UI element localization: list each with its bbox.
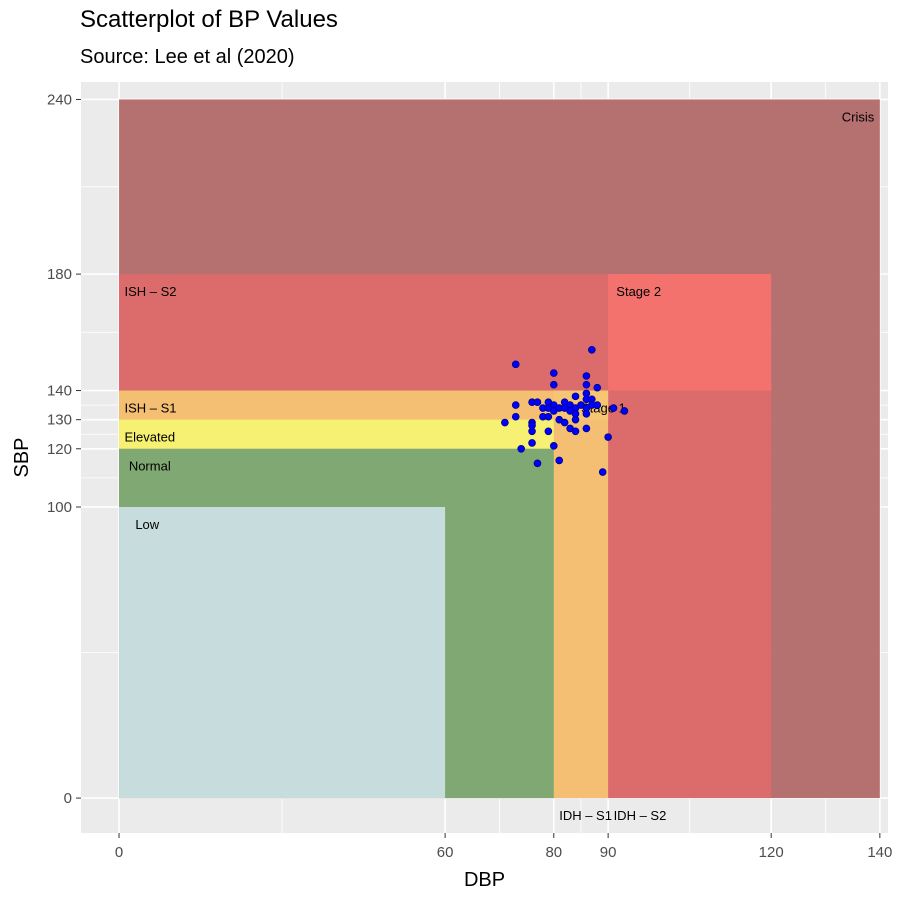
- data-point: [549, 442, 558, 450]
- data-point: [549, 369, 558, 377]
- data-point: [533, 398, 542, 406]
- region-low: [119, 506, 446, 799]
- data-point: [593, 401, 602, 409]
- y-axis-label: SBP: [11, 437, 33, 477]
- region-label-stage-2: Stage 2: [616, 284, 661, 299]
- data-point: [582, 424, 591, 433]
- data-point: [511, 401, 520, 409]
- data-point: [598, 468, 607, 476]
- y-tick-label: 100: [47, 499, 72, 516]
- region-label-ish-s1: ISH – S1: [124, 401, 176, 416]
- data-points: [501, 345, 629, 476]
- region-label-crisis: Crisis: [842, 109, 875, 124]
- x-tick-label: 80: [545, 844, 562, 861]
- y-tick-label: 140: [47, 383, 72, 400]
- data-point: [511, 360, 520, 369]
- region-stage-2: [608, 274, 772, 391]
- region-label-idh-s1: IDH – S1: [559, 808, 612, 823]
- region-label-low: Low: [135, 517, 159, 532]
- data-point: [571, 427, 580, 436]
- region-label-idh-s2: IDH – S2: [614, 808, 667, 823]
- x-tick-label: 140: [867, 844, 892, 861]
- x-tick-label: 0: [115, 844, 123, 861]
- data-point: [609, 404, 618, 412]
- y-tick-label: 120: [47, 441, 72, 458]
- data-point: [593, 383, 602, 392]
- data-point: [549, 407, 558, 415]
- y-tick-label: 130: [47, 412, 72, 429]
- data-point: [501, 418, 509, 427]
- data-point: [528, 439, 536, 447]
- x-tick-label: 90: [600, 844, 617, 861]
- region-label-ish-s2: ISH – S2: [124, 284, 176, 299]
- data-point: [571, 415, 580, 424]
- chart-subtitle: Source: Lee et al (2020): [80, 46, 295, 68]
- data-point: [555, 456, 564, 465]
- data-point: [582, 380, 591, 389]
- y-tick-label: 240: [47, 91, 72, 108]
- data-point: [571, 392, 580, 401]
- data-point: [511, 412, 520, 421]
- y-tick-label: 180: [47, 266, 72, 283]
- y-axis: 0 100 120 130 140 180 240: [47, 91, 81, 807]
- x-axis-label: DBP: [464, 869, 505, 891]
- x-tick-label: 60: [437, 844, 454, 861]
- y-tick-label: 0: [64, 790, 72, 807]
- data-point: [582, 410, 591, 418]
- data-point: [620, 407, 629, 415]
- x-axis: 0 60 80 90 120 140: [115, 833, 892, 861]
- data-point: [582, 372, 591, 380]
- region-label-elevated: Elevated: [124, 430, 175, 445]
- data-point: [517, 444, 525, 453]
- data-point: [533, 459, 542, 468]
- data-point: [544, 412, 553, 421]
- chart-title: Scatterplot of BP Values: [80, 6, 338, 33]
- bp-regions: [119, 99, 880, 799]
- data-point: [544, 427, 553, 436]
- region-elevated: [119, 419, 554, 449]
- data-point: [549, 380, 558, 389]
- region-label-normal: Normal: [129, 459, 171, 474]
- x-tick-label: 120: [759, 844, 784, 861]
- data-point: [560, 418, 569, 427]
- data-point: [528, 427, 536, 436]
- data-point: [604, 433, 612, 441]
- data-point: [588, 345, 596, 354]
